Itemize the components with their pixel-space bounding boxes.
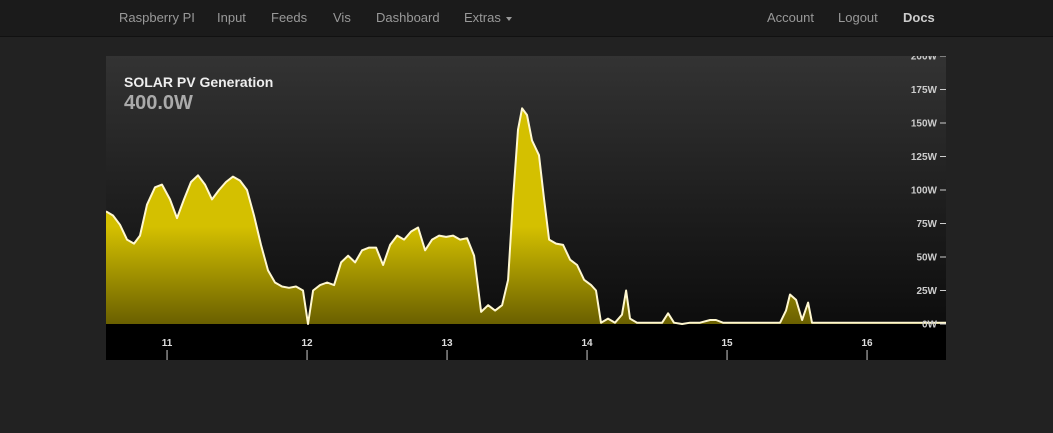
nav-link-text: Extras <box>464 10 501 25</box>
y-tick-label: 175W <box>911 85 938 96</box>
navbar: Raspberry PI Input Feeds Vis Dashboard E… <box>0 0 1053 37</box>
y-tick-label: 0W <box>922 320 938 331</box>
area-fill <box>106 108 946 324</box>
x-tick-label: 12 <box>301 338 313 349</box>
y-tick-label: 150W <box>911 119 938 130</box>
nav-link[interactable]: Raspberry PI <box>119 10 195 25</box>
y-tick-label: 100W <box>911 186 938 197</box>
nav-link[interactable]: Feeds <box>271 10 308 25</box>
x-tick-label: 11 <box>162 338 173 349</box>
nav-link[interactable]: Logout <box>838 10 878 25</box>
nav-dropdown[interactable]: Extras <box>464 0 512 36</box>
x-tick-label: 16 <box>861 338 873 349</box>
nav-link[interactable]: Docs <box>903 10 935 25</box>
nav-link[interactable]: Account <box>767 10 814 25</box>
x-tick-label: 14 <box>581 338 593 349</box>
y-tick-label: 25W <box>916 286 937 297</box>
area-line <box>106 107 946 325</box>
y-tick-label: 125W <box>911 152 938 163</box>
y-tick-label: 75W <box>916 219 937 230</box>
current-value: 400.0W <box>124 92 193 114</box>
nav-link[interactable]: Dashboard <box>376 10 440 25</box>
nav-link[interactable]: Input <box>217 10 246 25</box>
y-tick-label: 200W <box>911 56 938 63</box>
caret <box>505 16 512 21</box>
y-tick-label: 50W <box>916 253 937 264</box>
chart-title: SOLAR PV Generation <box>124 74 273 90</box>
x-tick-label: 15 <box>721 338 733 349</box>
chart: SOLAR PV Generation 400.0W 0W 25W 50W 75W 10… <box>106 56 946 360</box>
nav-link[interactable]: Vis <box>333 10 351 25</box>
x-tick-label: 13 <box>441 338 453 349</box>
x-axis-band <box>106 324 946 360</box>
